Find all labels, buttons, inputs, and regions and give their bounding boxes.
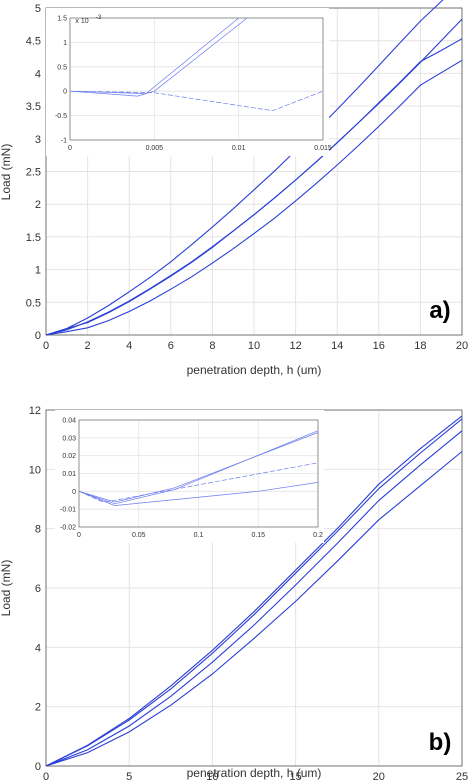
inset-x-tick-label: 0.1 <box>194 532 204 539</box>
inset-x-tick-label: 0.005 <box>146 145 164 152</box>
x-tick-label: 6 <box>168 340 174 352</box>
inset-x-tick-label: 0 <box>77 532 81 539</box>
panel-a-x-axis-label: penetration depth, h (um) <box>187 363 322 377</box>
panel-b-x-axis-label: penetration depth, h (um) <box>187 766 322 780</box>
inset-axes-frame <box>78 419 319 528</box>
series-line-4 <box>45 451 463 767</box>
y-tick-label: 4 <box>35 68 41 80</box>
series-line-2 <box>45 418 463 767</box>
series-line-3 <box>45 38 463 336</box>
x-tick-label: 20 <box>373 771 385 781</box>
inset-y-tick-label: -1 <box>61 138 67 145</box>
inset-x-tick-label: 0.15 <box>251 532 265 539</box>
x-tick-label: 4 <box>126 340 132 352</box>
inset-series-line-2 <box>69 17 248 97</box>
x-tick-label: 20 <box>456 340 468 352</box>
inset-y-tick-label: 0.04 <box>62 418 76 425</box>
inset-y-tick-label: 1 <box>63 40 67 47</box>
inset-y-tick-label: 1.5 <box>57 16 67 23</box>
x-tick-label: 10 <box>248 340 260 352</box>
inset-y-tick-label: -0.5 <box>55 113 67 120</box>
y-tick-label: 3 <box>35 134 41 146</box>
y-tick-label: 6 <box>35 583 41 595</box>
inset-y-tick-label: -0.02 <box>60 525 76 532</box>
panel-b-y-axis-label: Load (mN) <box>0 560 13 617</box>
inset-y-tick-label: 0.01 <box>62 471 76 478</box>
inset-series-line-4 <box>78 482 319 506</box>
inset-y-tick-label: 0.02 <box>62 453 76 460</box>
x-tick-label: 12 <box>289 340 301 352</box>
inset-axes-frame <box>69 17 324 141</box>
x-tick-label: 8 <box>209 340 215 352</box>
y-tick-label: 1 <box>35 265 41 277</box>
y-tick-label: 5 <box>35 3 41 15</box>
series-line-3 <box>45 430 463 767</box>
x-tick-label: 0 <box>43 771 49 781</box>
inset-y-tick-label: 0 <box>72 489 76 496</box>
x-tick-label: 25 <box>456 771 468 781</box>
panel-a-y-axis-label: Load (mN) <box>0 144 13 201</box>
inset-x-tick-label: 0.05 <box>132 532 146 539</box>
x-tick-label: 2 <box>85 340 91 352</box>
series-line-4 <box>45 59 463 336</box>
panel-b-chart: 0 5 10 15 20 25 0 2 4 6 8 10 12 b) penetration depth… <box>0 405 468 781</box>
panel-a-inset-plot: 0 0.005 0.01 0.015 -1 -0.5 0 0.5 1 1.5 <box>46 8 332 156</box>
inset-x-tick-label: 0 <box>68 145 72 152</box>
inset-y-tick-label: 0 <box>63 89 67 96</box>
y-tick-label: 0 <box>35 330 41 342</box>
y-tick-label: 3.5 <box>26 101 41 113</box>
series-line-1 <box>45 415 463 767</box>
y-tick-label: 4.5 <box>26 36 41 48</box>
inset-x-tick-label: 0.01 <box>232 145 246 152</box>
y-tick-label: 8 <box>35 524 41 536</box>
inset-background <box>55 410 324 543</box>
y-tick-label: 2.5 <box>26 167 41 179</box>
panel-b-label: b) <box>429 729 452 756</box>
x-tick-label: 10 <box>206 771 218 781</box>
panel-b-inset-plot: 0 0.05 0.1 0.15 0.2 -0.02 -0.01 0 0.01 0.02 0.03 0.… <box>55 410 324 543</box>
inset-series-line-2 <box>78 432 319 503</box>
inset-background <box>46 8 329 156</box>
inset-x-tick-label: 0.2 <box>313 532 323 539</box>
series-line-1 <box>45 0 444 336</box>
panel-a-inset-exponent: x 10 <box>75 18 88 25</box>
x-tick-label: 5 <box>126 771 132 781</box>
y-tick-label: 10 <box>29 464 41 476</box>
inset-series-line-3 <box>78 462 319 503</box>
inset-y-tick-label: 0.5 <box>57 64 67 71</box>
inset-y-tick-label: -0.01 <box>60 507 76 514</box>
panel-a-inset-exponent-power: -3 <box>96 15 102 21</box>
panel-a-label: a) <box>429 297 450 324</box>
inset-series-line-3 <box>69 90 324 112</box>
x-tick-label: 0 <box>43 340 49 352</box>
y-tick-label: 4 <box>35 642 41 654</box>
y-tick-label: 2 <box>35 702 41 714</box>
y-tick-label: 0.5 <box>26 297 41 309</box>
y-tick-label: 1.5 <box>26 232 41 244</box>
y-tick-label: 12 <box>29 405 41 417</box>
x-tick-label: 15 <box>289 771 301 781</box>
x-tick-label: 14 <box>331 340 343 352</box>
inset-x-tick-label: 0.015 <box>314 145 332 152</box>
inset-y-tick-label: 0.03 <box>62 435 76 442</box>
x-tick-label: 16 <box>373 340 385 352</box>
y-tick-label: 0 <box>35 761 41 773</box>
x-tick-label: 18 <box>414 340 426 352</box>
y-tick-label: 2 <box>35 199 41 211</box>
